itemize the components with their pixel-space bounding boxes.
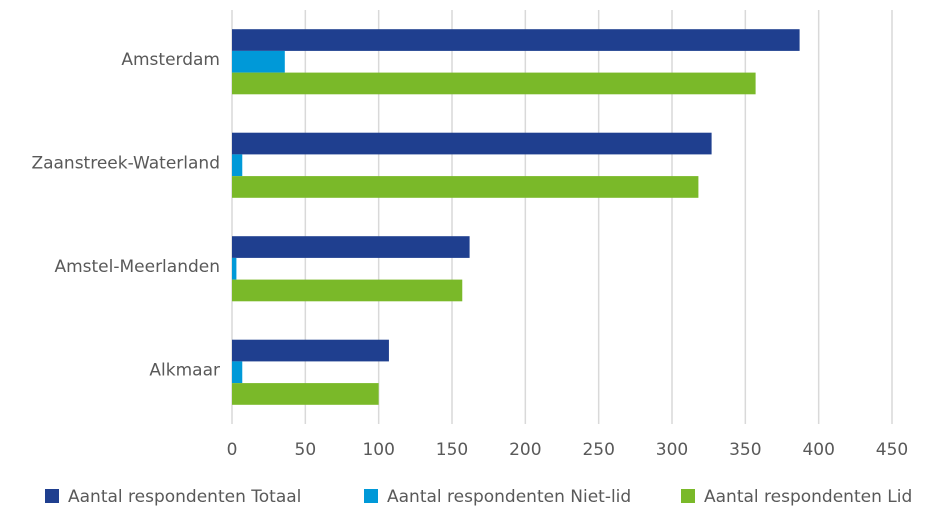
legend-swatch [364, 489, 378, 503]
bar [232, 361, 243, 384]
bar [232, 279, 463, 302]
bar [232, 176, 699, 198]
bar [232, 29, 800, 51]
x-tick-label: 0 [227, 440, 238, 460]
bar [232, 154, 243, 177]
x-tick-label: 50 [295, 440, 317, 460]
bar [232, 72, 756, 95]
bar [232, 236, 470, 258]
y-tick-label: Amsterdam [121, 50, 220, 70]
bar [232, 339, 389, 362]
x-tick-label: 150 [436, 440, 468, 460]
x-tick-label: 250 [582, 440, 614, 460]
bar [232, 132, 712, 155]
legend-swatch [681, 489, 695, 503]
x-tick-label: 300 [656, 440, 688, 460]
y-tick-label: Alkmaar [149, 360, 220, 380]
x-tick-label: 100 [362, 440, 394, 460]
bar [232, 257, 237, 280]
legend-label: Aantal respondenten Totaal [68, 487, 301, 507]
x-tick-label: 200 [509, 440, 541, 460]
bar [232, 50, 285, 73]
x-tick-label: 350 [729, 440, 761, 460]
legend-label: Aantal respondenten Lid [704, 487, 912, 507]
legend-label: Aantal respondenten Niet-lid [387, 487, 631, 507]
x-tick-label: 450 [876, 440, 908, 460]
x-tick-label: 400 [802, 440, 834, 460]
y-tick-label: Amstel-Meerlanden [54, 257, 220, 277]
bar [232, 383, 379, 405]
legend-swatch [45, 489, 59, 503]
y-tick-label: Zaanstreek-Waterland [31, 153, 220, 173]
